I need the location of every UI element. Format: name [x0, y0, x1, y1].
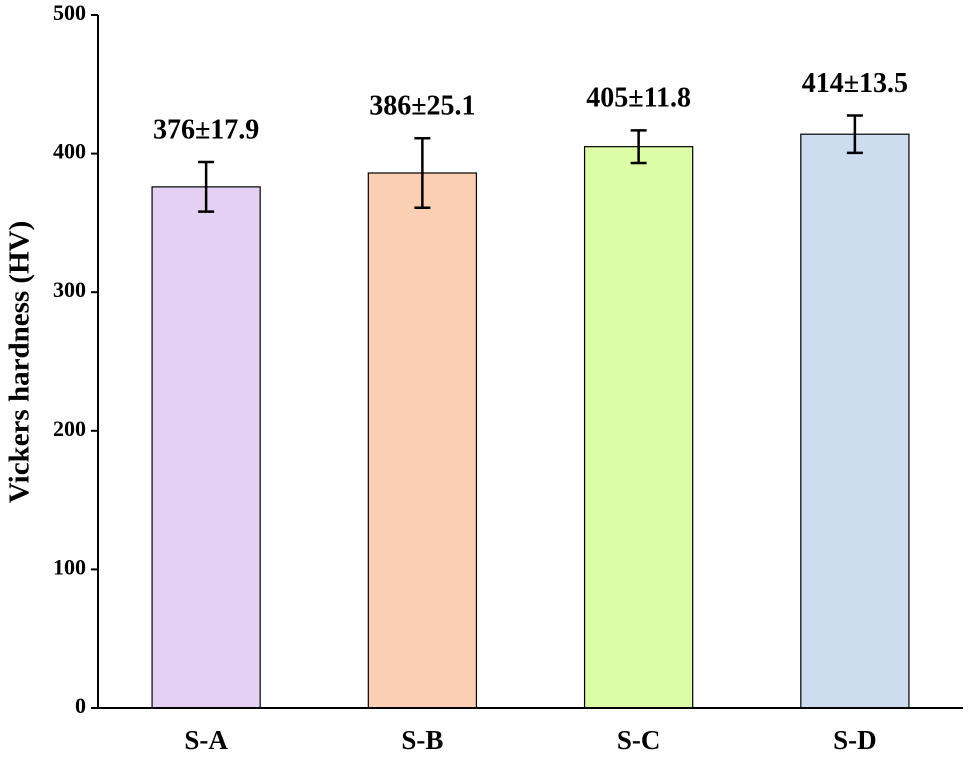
x-tick-label: S-B	[401, 725, 443, 755]
value-label: 376±17.9	[153, 114, 259, 145]
bar	[367, 172, 478, 709]
y-tick-label: 100	[53, 554, 86, 579]
y-tick-label: 300	[53, 277, 86, 302]
y-tick-label: 200	[53, 416, 86, 441]
x-tick-label: S-C	[617, 725, 661, 755]
bar	[800, 133, 910, 709]
x-tick-label: S-A	[184, 725, 228, 755]
y-axis-title: Vickers hardness (HV)	[4, 221, 36, 503]
bar	[583, 146, 694, 709]
y-tick-label: 500	[53, 0, 86, 25]
y-tick-label: 400	[53, 139, 86, 164]
x-tick-label: S-D	[833, 725, 877, 755]
value-label: 405±11.8	[586, 83, 691, 114]
bar	[151, 186, 261, 709]
value-label: 386±25.1	[369, 91, 475, 122]
y-tick-label: 0	[75, 693, 86, 718]
value-label: 414±13.5	[802, 68, 908, 99]
